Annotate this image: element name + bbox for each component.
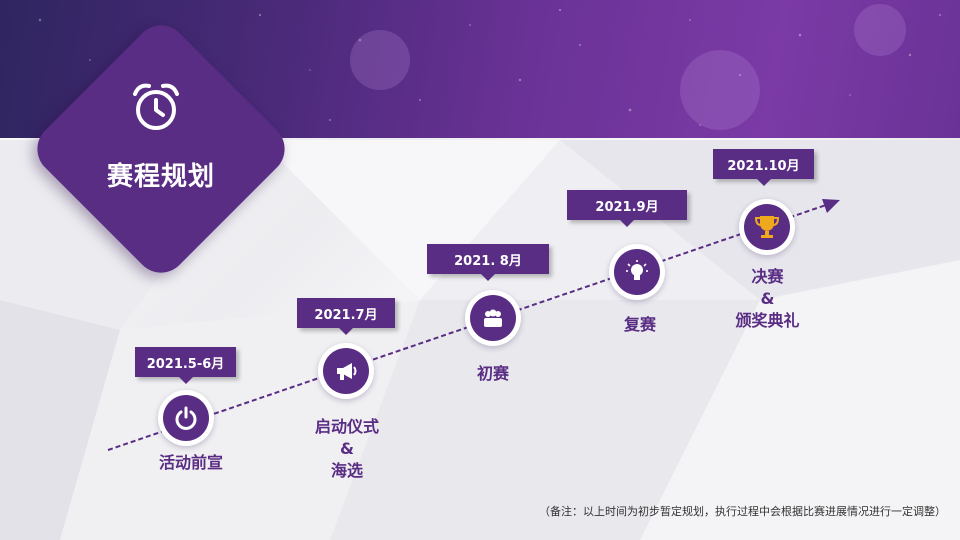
stage-5-date: 2021.10月 xyxy=(713,149,814,186)
stage-4-node xyxy=(609,244,665,300)
stage-1-label: 活动前宣 xyxy=(158,453,223,472)
stage-1-date: 2021.5-6月 xyxy=(135,347,236,384)
trophy-icon xyxy=(754,216,780,238)
stage-2-date: 2021.7月 xyxy=(297,298,395,335)
footnote: （备注：以上时间为初步暂定规划，执行过程中会根据比赛进展情况进行一定调整） xyxy=(539,505,946,518)
stage-1-node xyxy=(158,390,214,446)
lightbulb-icon xyxy=(626,260,648,280)
alarm-clock-icon xyxy=(133,83,179,130)
stage-3-date: 2021. 8月 xyxy=(427,244,549,281)
slide-title: 赛程规划 xyxy=(106,162,215,192)
stage-5-label: 决赛 & 颁奖典礼 xyxy=(735,267,800,330)
power-icon xyxy=(175,406,197,430)
stage-3-label: 初赛 xyxy=(476,364,509,383)
stage-4-label: 复赛 xyxy=(623,315,656,334)
stage-2-node xyxy=(318,343,374,399)
group-icon xyxy=(484,309,502,327)
stage-2-label: 启动仪式 & 海选 xyxy=(314,417,379,480)
megaphone-icon xyxy=(337,363,357,380)
stage-5-node xyxy=(739,199,795,255)
starfield-texture xyxy=(38,4,941,130)
stage-4-date: 2021.9月 xyxy=(567,190,687,227)
stage-3-node xyxy=(465,290,521,346)
